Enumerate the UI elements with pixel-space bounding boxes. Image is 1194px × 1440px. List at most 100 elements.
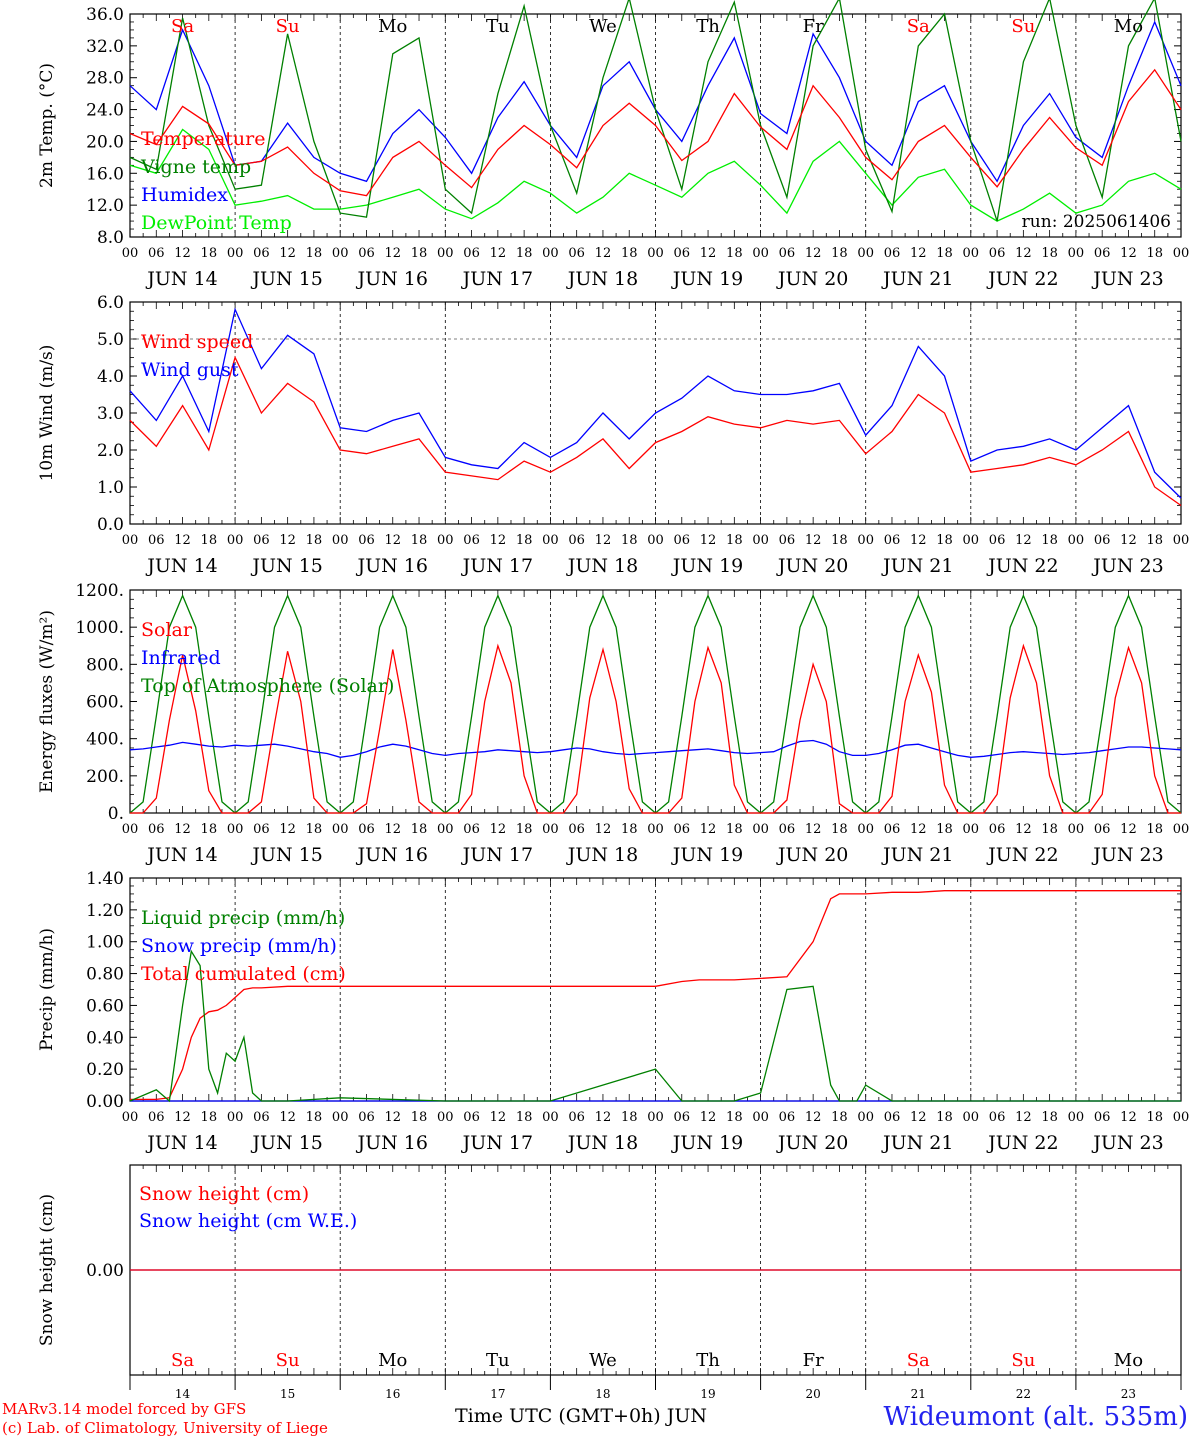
x-hour-label: 00: [332, 533, 349, 548]
x-hour-label: 06: [253, 1110, 270, 1125]
x-hour-label: 12: [384, 533, 401, 548]
x-hour-label: 06: [1094, 246, 1111, 261]
x-day-label: JUN 14: [145, 844, 217, 866]
panel-3: 0.00 0.20 0.40 0.60 0.80 1.00 1.20 1.40 Precip (…: [37, 869, 1189, 1154]
x-hour-label: 06: [1094, 533, 1111, 548]
x-hour-label: 18: [1146, 533, 1163, 548]
y-tick-label: 1.0: [97, 478, 124, 498]
x-hour-label: 00: [1068, 822, 1085, 837]
x-hour-label: 18: [516, 533, 533, 548]
x-hour-label: 00: [647, 533, 664, 548]
x-hour-label: 06: [989, 246, 1006, 261]
x-hour-label: 06: [989, 533, 1006, 548]
series-line: [129, 739, 1182, 758]
x-hour-label: 00: [542, 246, 559, 261]
x-day-label: JUN 16: [356, 1132, 428, 1154]
x-hour-label: 18: [831, 822, 848, 837]
panel-0: 8.0 12.0 16.0 20.0 24.0 28.0 32.0 36.0 2m Temp. …: [37, 0, 1189, 290]
x-day-label: JUN 14: [145, 555, 217, 577]
x-hour-label: 18: [726, 1110, 743, 1125]
weekday-label-top: Tu: [486, 16, 510, 37]
x-hour-label: 06: [148, 1110, 165, 1125]
x-hour-label: 12: [1015, 246, 1032, 261]
x-hour-label: 12: [384, 822, 401, 837]
x-hour-label: 06: [884, 1110, 901, 1125]
legend-entry: Top of Atmosphere (Solar): [141, 675, 394, 697]
x-hour-label: 12: [700, 246, 717, 261]
x-hour-label: 18: [201, 1110, 218, 1125]
x-hour-label: 18: [726, 246, 743, 261]
y-tick-label: 1000.: [75, 618, 124, 638]
x-day-label: JUN 17: [461, 1132, 533, 1154]
x-hour-label: 18: [306, 822, 323, 837]
weekday-label-bottom: Th: [696, 1350, 720, 1371]
weekday-label-bottom: We: [589, 1350, 617, 1371]
legend-entry: Snow precip (mm/h): [141, 935, 337, 957]
x-hour-label: 06: [358, 1110, 375, 1125]
x-hour-label: 18: [516, 822, 533, 837]
day-number-label: 23: [1121, 1387, 1136, 1401]
panel-1: 0.0 1.0 2.0 3.0 4.0 5.0 6.0 10m Wind (m/s) Wind …: [37, 293, 1189, 577]
x-hour-label: 12: [910, 246, 927, 261]
x-hour-label: 00: [1068, 533, 1085, 548]
x-day-label: JUN 18: [566, 268, 638, 290]
x-hour-label: 12: [490, 822, 507, 837]
weekday-label-top: Su: [276, 16, 300, 37]
weekday-label-bottom: Su: [276, 1350, 300, 1371]
legend-entry: DewPoint Temp: [141, 212, 292, 234]
x-axis-month: JUN: [666, 1405, 708, 1427]
weekday-label-bottom: Mo: [378, 1350, 407, 1371]
x-day-label: JUN 17: [461, 268, 533, 290]
x-hour-label: 00: [647, 246, 664, 261]
y-tick-label: 4.0: [97, 367, 124, 387]
x-hour-label: 06: [674, 246, 691, 261]
x-day-label: JUN 17: [461, 555, 533, 577]
y-tick-label: 5.0: [97, 330, 124, 350]
day-number-label: 22: [1016, 1387, 1031, 1401]
x-hour-label: 12: [1015, 822, 1032, 837]
y-tick-label: 24.0: [86, 101, 124, 121]
x-hour-label: 00: [647, 1110, 664, 1125]
legend-entry: Total cumulated (cm): [141, 963, 346, 985]
x-hour-label: 18: [936, 533, 953, 548]
x-day-label: JUN 22: [986, 844, 1058, 866]
x-hour-label: 00: [963, 533, 980, 548]
series-line: [129, 355, 1182, 507]
weekday-label-bottom: Mo: [1114, 1350, 1143, 1371]
x-hour-label: 00: [122, 1110, 139, 1125]
x-day-label: JUN 14: [145, 1132, 217, 1154]
x-hour-label: 00: [437, 533, 454, 548]
x-axis-title-text: Time UTC (GMT+0h): [455, 1405, 661, 1427]
x-hour-label: 00: [122, 533, 139, 548]
x-hour-label: 06: [568, 246, 585, 261]
x-hour-label: 12: [805, 533, 822, 548]
series-line: [129, 949, 1181, 1103]
x-day-label: JUN 22: [986, 555, 1058, 577]
y-tick-label: 12.0: [86, 196, 124, 216]
x-day-label: JUN 21: [881, 844, 953, 866]
x-day-label: JUN 19: [671, 1132, 743, 1154]
y-tick-label: 36.0: [86, 5, 124, 25]
y-tick-label: 0.00: [86, 1092, 124, 1112]
y-tick-label: 8.0: [97, 228, 124, 248]
x-hour-label: 00: [122, 246, 139, 261]
x-day-label: JUN 23: [1091, 844, 1163, 866]
series-line: [129, 0, 1182, 222]
x-hour-label: 06: [568, 822, 585, 837]
x-hour-label: 12: [805, 822, 822, 837]
x-hour-label: 18: [1041, 533, 1058, 548]
x-hour-label: 12: [279, 246, 296, 261]
x-hour-label: 18: [621, 533, 638, 548]
y-tick-label: 0.20: [86, 1060, 124, 1080]
weekday-label-bottom: Sa: [907, 1350, 930, 1371]
legend-entry: Humidex: [141, 184, 228, 206]
x-hour-label: 06: [779, 1110, 796, 1125]
x-hour-label: 06: [463, 1110, 480, 1125]
x-hour-label: 18: [516, 1110, 533, 1125]
x-hour-label: 12: [1120, 246, 1137, 261]
day-number-label: 18: [595, 1387, 610, 1401]
x-hour-label: 00: [857, 1110, 874, 1125]
x-hour-label: 00: [227, 246, 244, 261]
x-hour-label: 00: [332, 822, 349, 837]
x-day-label: JUN 16: [356, 268, 428, 290]
